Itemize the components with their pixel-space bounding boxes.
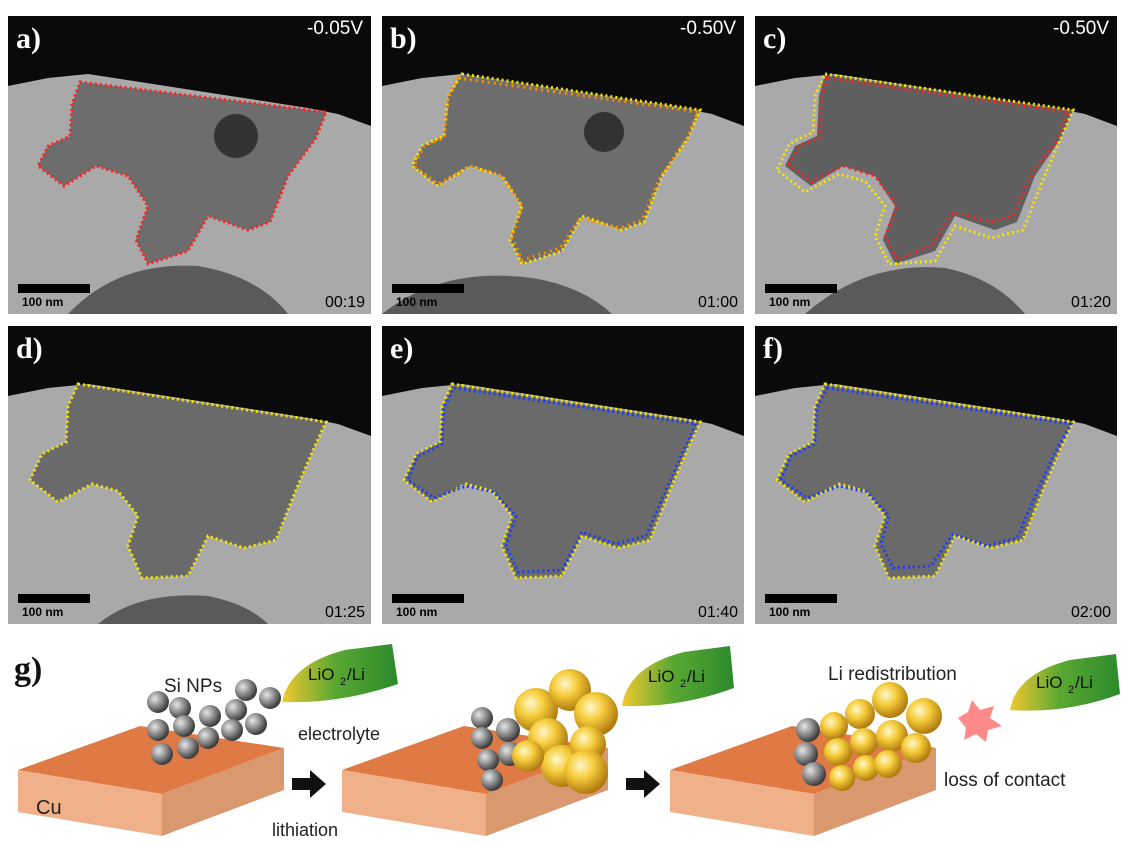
svg-text:LiO: LiO: [308, 665, 334, 684]
scale-bar: [392, 284, 464, 293]
scale-bar-label: 100 nm: [396, 605, 438, 619]
redistribution-label: Li redistribution: [828, 664, 957, 685]
contour-yellow: [402, 382, 703, 580]
svg-text:LiO: LiO: [1036, 673, 1062, 692]
electrolyte-label: electrolyte: [298, 724, 380, 744]
scale-bar-label: 100 nm: [22, 605, 64, 619]
svg-text:/Li: /Li: [687, 667, 705, 686]
tem-panel-d: d) 100 nm 01:25: [8, 326, 371, 624]
svg-text:/Li: /Li: [1075, 673, 1093, 692]
tem-image-c: [755, 16, 1117, 314]
contour-red: [36, 80, 329, 266]
spark-icon: [958, 700, 1002, 742]
lio2-electrode-1: LiO 2 /Li: [282, 644, 398, 703]
tem-panel-a: a) -0.05V 100 nm 00:19: [8, 16, 371, 314]
redistributed-particles-3: [794, 682, 942, 791]
svg-text:/Li: /Li: [347, 665, 365, 684]
scale-bar: [765, 284, 837, 293]
scale-bar: [392, 594, 464, 603]
scale-bar-label: 100 nm: [22, 295, 64, 309]
tem-panel-f: f) 100 nm 02:00: [755, 326, 1117, 624]
arrow-icon: [626, 770, 660, 798]
cu-substrate-1: [18, 726, 284, 836]
tem-image-b: [382, 16, 744, 314]
contour-yellow: [775, 72, 1076, 266]
contour-blue: [406, 386, 699, 574]
svg-text:2: 2: [1068, 684, 1074, 696]
svg-text:LiO: LiO: [648, 667, 674, 686]
schematic-g: g) Cu Si NPs LiO 2 /Li electrolyte lithi…: [14, 644, 1120, 840]
scale-bar: [18, 594, 90, 603]
si-nps-label: Si NPs: [164, 676, 222, 697]
contour-yellow: [410, 72, 703, 266]
tem-panel-c: c) -0.50V 100 nm 01:20: [755, 16, 1117, 314]
timestamp: 01:20: [1070, 294, 1111, 311]
particle-cluster: [38, 82, 326, 264]
timestamp: 01:25: [324, 604, 365, 621]
timestamp: 01:40: [697, 604, 738, 621]
tem-panel-b: b) -0.50V 100 nm 01:00: [382, 16, 744, 314]
tem-image-d: [8, 326, 371, 624]
particle-cluster: [412, 74, 700, 264]
timestamp: 00:19: [324, 294, 365, 311]
timestamp: 02:00: [1070, 604, 1111, 621]
contour-blue: [779, 386, 1074, 570]
lithiation-label: lithiation: [272, 820, 338, 840]
panel-label: f): [763, 332, 783, 365]
voltage-label: -0.05V: [307, 18, 363, 39]
contour-yellow: [775, 382, 1076, 580]
lio2-electrode-3: LiO 2 /Li: [1010, 654, 1120, 711]
timestamp: 01:00: [697, 294, 738, 311]
svg-text:2: 2: [680, 678, 686, 690]
scale-bar: [18, 284, 90, 293]
panel-label: b): [390, 22, 417, 55]
voltage-label: -0.50V: [1053, 18, 1109, 39]
panel-label: a): [16, 22, 41, 55]
panel-label: c): [763, 22, 787, 55]
contour-yellow: [28, 382, 329, 580]
cu-label: Cu: [36, 797, 62, 819]
scale-bar-label: 100 nm: [769, 605, 811, 619]
si-nanoparticles-1: [147, 679, 281, 765]
lithiated-particles-2: [471, 669, 618, 794]
tem-image-a: [8, 16, 371, 314]
arrow-icon: [292, 770, 326, 798]
particle-cluster: [404, 384, 700, 578]
scale-bar: [765, 594, 837, 603]
loss-of-contact-label: loss of contact: [944, 770, 1066, 791]
particle-cluster: [777, 384, 1073, 578]
tem-image-f: [755, 326, 1117, 580]
contour-red: [787, 76, 1072, 262]
contour-orange: [412, 76, 701, 262]
lio2-electrode-2: LiO 2 /Li: [622, 646, 734, 707]
scale-bar-label: 100 nm: [396, 295, 438, 309]
voltage-label: -0.50V: [680, 18, 736, 39]
panel-label-g: g): [14, 651, 42, 688]
tem-panel-e: e) 100 nm 01:40: [382, 326, 744, 624]
svg-text:2: 2: [340, 676, 346, 688]
panel-label: e): [390, 332, 414, 365]
panel-label: d): [16, 332, 43, 365]
particle-cluster: [30, 384, 326, 578]
tem-image-e: [382, 326, 744, 580]
particle-cluster: [785, 74, 1073, 264]
scale-bar-label: 100 nm: [769, 295, 811, 309]
